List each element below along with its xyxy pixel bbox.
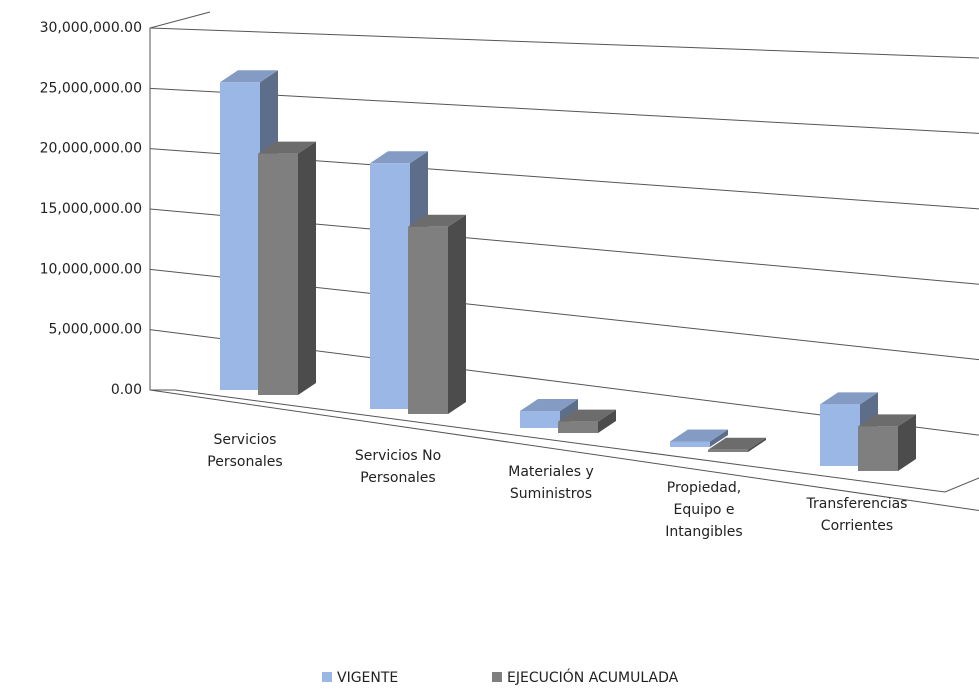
grid-line [149, 87, 979, 134]
bar-front [258, 153, 298, 395]
bar-front [220, 82, 260, 391]
bar-side [598, 409, 616, 433]
x-tick-label: Personales [207, 454, 282, 470]
y-tick-label: 20,000,000.00 [40, 141, 142, 157]
bar [520, 398, 578, 428]
bar [670, 429, 728, 447]
bar-top [258, 141, 316, 154]
x-tick-label: Suministros [510, 486, 592, 502]
x-tick-label: Corrientes [821, 518, 893, 534]
legend-label: VIGENTE [337, 670, 398, 686]
bar-top [670, 429, 728, 442]
bar-side [298, 141, 316, 395]
bar-front [558, 421, 598, 433]
x-tick-label: Transferencias [806, 496, 908, 512]
floor-edge [174, 389, 979, 493]
grid-line [149, 389, 979, 511]
bar-side [448, 214, 466, 414]
bar-front [858, 426, 898, 471]
y-tick-label: 30,000,000.00 [40, 20, 142, 36]
bar [258, 141, 316, 395]
x-tick-label: Servicios [214, 432, 277, 448]
y-tick-label: 25,000,000.00 [40, 80, 142, 96]
x-tick-label: Personales [360, 470, 435, 486]
y-tick-label: 5,000,000.00 [48, 322, 142, 338]
bar-top [558, 409, 616, 422]
x-tick-label: Equipo e [673, 502, 734, 518]
bar-top [820, 392, 878, 405]
bar-top [220, 70, 278, 83]
bar-top [520, 398, 578, 411]
x-tick-label: Servicios No [355, 448, 441, 464]
bar [558, 409, 616, 433]
grid-line [149, 27, 979, 59]
legend-label: EJECUCIÓN ACUMULADA [507, 668, 679, 686]
bar-top [708, 437, 766, 450]
bar-top [858, 414, 916, 427]
bar-front [370, 163, 410, 409]
bar-front [820, 404, 860, 466]
bar-front [708, 449, 748, 452]
bar-front [408, 226, 448, 414]
bar [858, 414, 916, 471]
bar [708, 437, 766, 452]
bar-side [748, 437, 766, 452]
bar-side [710, 429, 728, 447]
x-tick-label: Materiales y [508, 464, 594, 480]
bar [408, 214, 466, 414]
x-tick-label: Propiedad, [667, 480, 741, 496]
y-tick-label: 10,000,000.00 [40, 261, 142, 277]
y-tick-label: 15,000,000.00 [40, 201, 142, 217]
x-tick-label: Intangibles [665, 524, 742, 540]
bar-top [408, 214, 466, 227]
bar-front [520, 410, 560, 428]
bar-side [898, 414, 916, 471]
legend-swatch [492, 672, 502, 682]
y-tick-label: 0.00 [111, 382, 142, 398]
legend-swatch [322, 672, 332, 682]
bar-front [670, 441, 710, 447]
bar-top [370, 151, 428, 164]
